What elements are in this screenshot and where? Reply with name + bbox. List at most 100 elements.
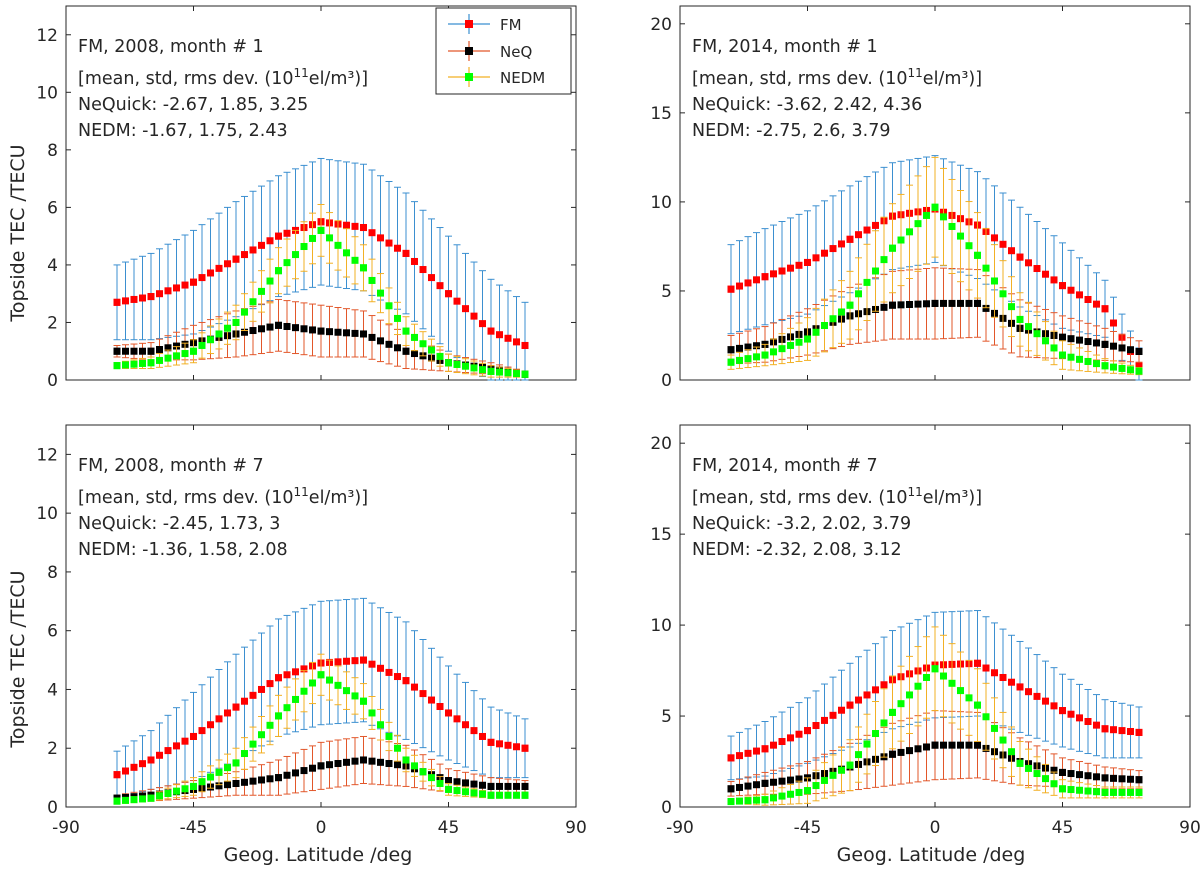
data-point	[258, 287, 265, 295]
data-point-fm	[487, 327, 495, 335]
data-point	[496, 740, 503, 748]
y-tick-label: 20	[650, 434, 672, 454]
data-point-neq	[889, 301, 896, 309]
data-point-nedm	[487, 791, 495, 799]
data-point	[326, 328, 333, 336]
legend-neq-marker	[465, 47, 473, 55]
data-point-fm	[521, 341, 529, 349]
panel-2014-m1: 0 5 10 15 20 FM, 2014, month # 1 [mean, std, r…	[650, 5, 1191, 391]
legend-neq-label: NeQ	[500, 43, 532, 61]
data-point	[394, 761, 401, 769]
y-tick-label: 4	[47, 256, 58, 276]
data-point	[906, 228, 913, 236]
y-tick-label: 8	[47, 563, 58, 583]
data-point	[283, 259, 291, 267]
data-point	[982, 664, 990, 672]
legend-entry-nedm: NEDM	[448, 67, 545, 87]
data-point	[812, 328, 820, 336]
data-point	[241, 778, 248, 786]
data-point	[309, 679, 316, 687]
data-point	[385, 732, 393, 740]
data-point	[1067, 286, 1075, 294]
data-point	[821, 249, 828, 257]
data-point	[436, 352, 444, 360]
y-tick-label: 5	[661, 282, 672, 302]
data-point	[326, 234, 333, 242]
data-point	[1042, 775, 1049, 783]
data-point-nedm	[1135, 788, 1143, 796]
data-point	[198, 778, 206, 786]
data-point-nedm	[727, 358, 735, 366]
data-point-fm	[445, 709, 452, 717]
nedm-stats: NEDM: -2.32, 2.08, 3.12	[692, 540, 902, 560]
legend: FM NeQ NEDM	[435, 7, 572, 95]
data-point	[778, 267, 786, 275]
data-point-nedm	[1016, 759, 1024, 767]
data-point	[1110, 788, 1117, 796]
data-point	[470, 727, 478, 735]
data-point	[1033, 692, 1041, 700]
data-point	[821, 716, 828, 724]
data-point-fm	[232, 255, 240, 263]
data-point-fm	[804, 727, 811, 735]
data-point	[787, 776, 794, 784]
data-point	[207, 721, 214, 729]
data-point	[880, 256, 888, 264]
data-point-neq	[761, 779, 769, 787]
y-tick-label: 0	[661, 371, 672, 391]
data-point	[965, 299, 973, 307]
data-point	[1084, 296, 1092, 304]
data-point	[787, 790, 794, 798]
data-point-nedm	[232, 318, 240, 326]
data-point	[470, 312, 478, 320]
data-point	[258, 325, 265, 333]
data-point	[122, 361, 129, 369]
data-point	[957, 232, 964, 240]
data-point	[241, 697, 248, 705]
data-point	[292, 251, 299, 259]
data-point	[343, 758, 350, 766]
data-point-nedm	[275, 267, 282, 275]
data-point	[164, 344, 172, 352]
data-point-fm	[147, 293, 155, 301]
data-point	[880, 719, 888, 727]
data-point	[479, 781, 486, 789]
data-point	[139, 347, 146, 355]
data-point-nedm	[974, 701, 981, 709]
data-point-nedm	[402, 756, 410, 764]
data-point	[795, 775, 803, 783]
data-point	[224, 260, 231, 268]
data-point	[241, 750, 248, 758]
data-point	[224, 781, 231, 789]
data-point	[283, 322, 291, 330]
data-point-fm	[1101, 305, 1109, 313]
data-point	[753, 353, 760, 361]
data-point	[241, 308, 248, 316]
data-point	[778, 792, 786, 800]
data-point	[377, 337, 384, 345]
data-point	[914, 300, 922, 308]
data-point-neq	[727, 346, 735, 354]
data-point-fm	[113, 298, 121, 306]
data-point	[1127, 346, 1134, 354]
data-point	[787, 341, 794, 349]
y-tick-label: 15	[650, 104, 672, 124]
data-point	[1033, 330, 1041, 338]
data-point	[504, 791, 512, 799]
data-point-neq	[727, 785, 735, 793]
data-point	[923, 300, 930, 308]
data-point	[139, 294, 146, 302]
data-point	[249, 246, 257, 254]
data-point	[940, 299, 947, 307]
data-point	[982, 264, 990, 272]
data-point	[753, 747, 760, 755]
nedm-stats: NEDM: -1.36, 1.58, 2.08	[78, 540, 288, 560]
data-point	[1127, 775, 1134, 783]
units-line: [mean, std, rms dev. (1011el/m³)]	[78, 485, 368, 508]
x-axis-label-left: Geog. Latitude /deg	[224, 844, 413, 866]
data-point	[812, 722, 820, 730]
data-point	[855, 751, 862, 759]
data-point	[139, 760, 146, 768]
data-point	[343, 249, 350, 257]
units-line: [mean, std, rms dev. (1011el/m³)]	[692, 485, 982, 508]
